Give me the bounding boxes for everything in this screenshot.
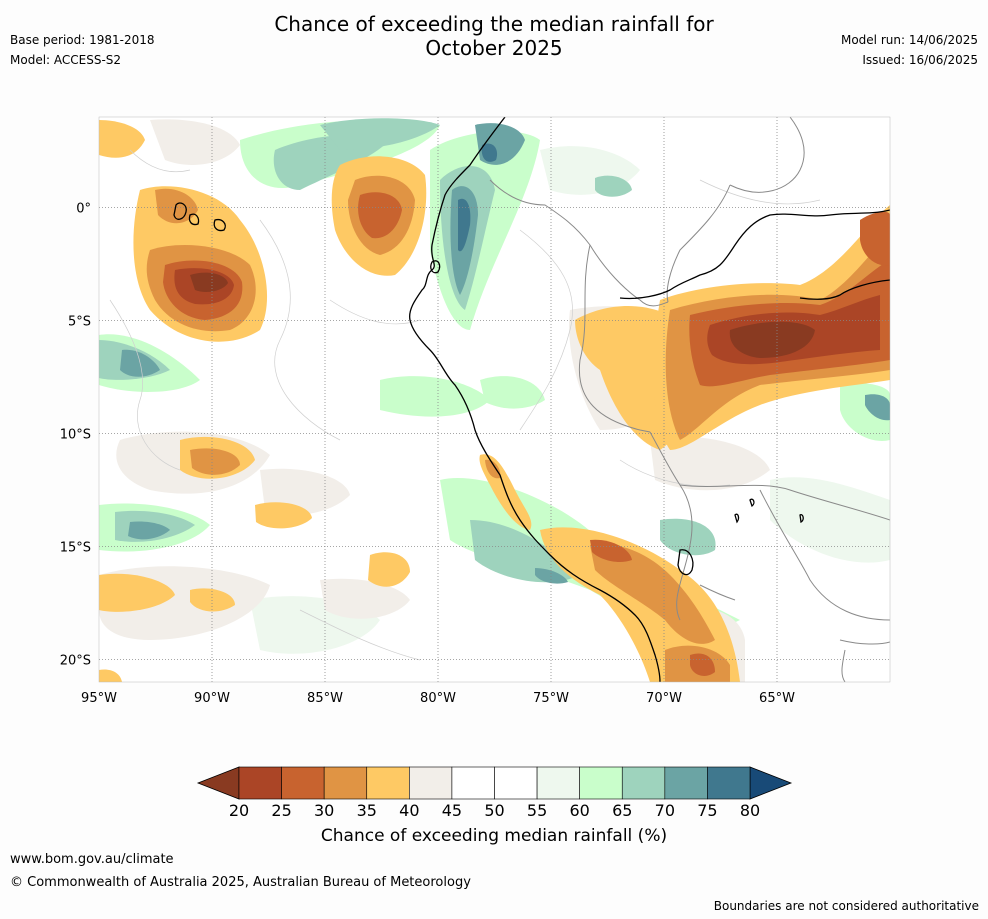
base-period: Base period: 1981-2018: [10, 33, 155, 47]
colorbar-tick-label: 20: [229, 801, 249, 820]
shade-yellow: [190, 588, 235, 612]
colorbar-segment: [494, 766, 538, 800]
shade-yellow: [99, 669, 122, 682]
colorbar-tick-label: 65: [612, 801, 632, 820]
meta-right: Model run: 14/06/2025 Issued: 16/06/2025: [841, 33, 978, 73]
shade-red: [590, 539, 632, 563]
shade-yellow: [368, 552, 410, 587]
lon-label: 65°W: [759, 691, 795, 706]
shade-green: [480, 376, 545, 409]
colorbar-tick-label: 45: [442, 801, 462, 820]
shade-green: [380, 376, 490, 417]
colorbar-segment: [621, 766, 666, 800]
shade-yellow: [255, 502, 312, 529]
shade-orange: [485, 459, 501, 479]
shade-green-mid: [595, 175, 632, 197]
shade-green-dark: [535, 568, 568, 584]
shade-green-dark: [865, 394, 890, 421]
colorbar-segment: [238, 766, 282, 800]
footer-boundary-note: Boundaries are not considered authoritat…: [713, 899, 979, 913]
colorbar-segment: [664, 766, 708, 800]
shade-green-mid: [320, 118, 440, 150]
lat-label: 15°S: [60, 540, 91, 555]
shade-beige: [320, 578, 410, 619]
colorbar-tick-label: 35: [357, 801, 377, 820]
lon-label: 75°W: [533, 691, 569, 706]
shade-beige: [150, 119, 240, 165]
meta-left: Base period: 1981-2018 Model: ACCESS-S2: [10, 33, 155, 73]
shade-beige: [650, 436, 770, 491]
colorbar-segment: [281, 766, 325, 800]
colorbar-segment: [579, 766, 623, 800]
lon-label: 70°W: [646, 691, 682, 706]
lat-label: 10°S: [60, 427, 91, 442]
colorbar-tick-label: 25: [271, 801, 291, 820]
lon-label: 90°W: [194, 691, 230, 706]
shade-green-dark: [128, 521, 170, 540]
lat-label: 0°: [76, 201, 91, 216]
gridlines: [99, 117, 890, 682]
shade-blue: [481, 143, 498, 162]
title-line-1: Chance of exceeding the median rainfall …: [274, 12, 714, 36]
shade-red: [358, 192, 402, 239]
lat-label: 20°S: [60, 653, 91, 668]
model-run: Model run: 14/06/2025: [840, 33, 978, 47]
shade-green-mid: [660, 518, 716, 556]
country-boundaries: [489, 117, 890, 682]
shade-blue: [458, 198, 471, 252]
shade-green-mid: [470, 520, 580, 583]
colorbar-tick-label: 60: [569, 801, 589, 820]
colorbar-title: Chance of exceeding median rainfall (%): [320, 826, 668, 846]
colorbar-tick-label: 40: [399, 801, 419, 820]
latitude-labels: 0° 5°S 10°S 15°S 20°S: [60, 201, 91, 668]
colorbar-tick-label: 80: [740, 801, 760, 820]
shade-light-green: [770, 477, 890, 563]
shade-yellow: [99, 573, 175, 612]
map-panel: [98, 116, 891, 683]
colorbar-segment: [323, 766, 368, 800]
colorbar-over-arrow: [749, 766, 793, 800]
shade-darkest: [190, 272, 228, 292]
model-name: Model: ACCESS-S2: [10, 53, 122, 67]
lat-label: 5°S: [68, 314, 91, 329]
colorbar-segment: [536, 766, 580, 800]
shade-orange: [590, 544, 715, 644]
colorbar-tick-label: 55: [527, 801, 547, 820]
title-line-2: October 2025: [425, 36, 563, 60]
colorbar-segment: [451, 766, 495, 800]
colorbar-segment: [707, 766, 751, 800]
colorbar-segment: [366, 766, 410, 800]
chart-title: Chance of exceeding the median rainfall …: [0, 12, 988, 60]
shade-yellow: [99, 120, 145, 158]
colorbar-tick-label: 75: [697, 801, 717, 820]
longitude-labels: 95°W 90°W 85°W 80°W 75°W 70°W 65°W: [81, 691, 795, 706]
colorbar-tick-label: 70: [655, 801, 675, 820]
lon-label: 80°W: [420, 691, 456, 706]
shade-orange: [190, 448, 240, 475]
shade-darkest: [729, 321, 815, 358]
colorbar-tick-label: 50: [484, 801, 504, 820]
colorbar-under-arrow: [196, 766, 240, 800]
colorbar-segment: [409, 766, 453, 800]
lon-label: 95°W: [81, 691, 117, 706]
shade-orange: [155, 188, 198, 224]
colorbar-tick-label: 30: [314, 801, 334, 820]
shade-red: [860, 211, 890, 266]
footer-copyright: © Commonwealth of Australia 2025, Austra…: [10, 875, 471, 890]
issued-date: Issued: 16/06/2025: [862, 53, 978, 67]
map-frame: [98, 116, 891, 683]
lon-label: 85°W: [307, 691, 343, 706]
shade-yellow: [540, 527, 740, 682]
footer-url: www.bom.gov.au/climate: [10, 852, 174, 867]
coastlines: [173, 117, 890, 682]
colorbar: 20 25 30 35 40 45 50 55 60 65 70 75 80: [196, 766, 793, 820]
shade-green-dark: [120, 349, 160, 377]
